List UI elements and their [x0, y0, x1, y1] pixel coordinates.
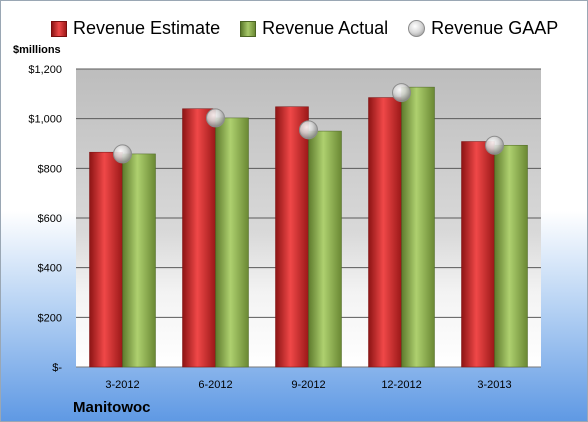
legend-item-actual: Revenue Actual — [240, 18, 388, 39]
point-revenue-gaap — [485, 135, 504, 155]
bar-revenue-actual — [494, 144, 528, 368]
x-tick-label: 12-2012 — [381, 379, 421, 391]
bar-revenue-estimate — [368, 97, 402, 368]
legend-swatch-gaap — [408, 20, 426, 37]
x-tick-label: 3-2013 — [477, 379, 511, 391]
x-tick-label: 6-2012 — [198, 379, 232, 391]
legend-swatch-estimate — [51, 20, 67, 37]
legend-label-gaap: Revenue GAAP — [431, 18, 559, 38]
legend-swatch-actual — [240, 20, 257, 37]
legend-item-gaap: Revenue GAAP — [408, 18, 558, 39]
company-name: Manitowoc — [73, 399, 151, 416]
legend-item-estimate: Revenue Estimate — [51, 18, 220, 39]
bar-revenue-estimate — [275, 106, 309, 368]
bar-revenue-estimate — [461, 141, 495, 368]
legend-label-actual: Revenue Actual — [262, 18, 389, 38]
y-tick-label: $600 — [38, 213, 62, 225]
y-tick-label: $- — [52, 362, 62, 374]
y-unit-label: $millions — [13, 44, 61, 56]
point-revenue-gaap — [206, 108, 225, 128]
x-tick-label: 9-2012 — [291, 379, 325, 391]
legend: Revenue Estimate Revenue Actual Revenue … — [51, 18, 578, 39]
y-tick-label: $200 — [38, 312, 62, 324]
x-tick-label: 3-2012 — [105, 379, 139, 391]
y-tick-label: $800 — [38, 163, 62, 175]
bar-revenue-actual — [122, 153, 156, 368]
y-tick-label: $1,200 — [28, 64, 62, 76]
point-revenue-gaap — [299, 120, 318, 140]
legend-label-estimate: Revenue Estimate — [73, 18, 221, 38]
bar-revenue-estimate — [182, 108, 216, 368]
bar-revenue-actual — [215, 117, 249, 368]
y-tick-label: $400 — [38, 263, 62, 275]
point-revenue-gaap — [392, 83, 411, 103]
bar-revenue-actual — [308, 130, 342, 368]
point-revenue-gaap — [113, 144, 132, 164]
y-tick-label: $1,000 — [28, 114, 62, 126]
bar-revenue-actual — [401, 86, 435, 368]
bar-revenue-estimate — [89, 151, 123, 368]
